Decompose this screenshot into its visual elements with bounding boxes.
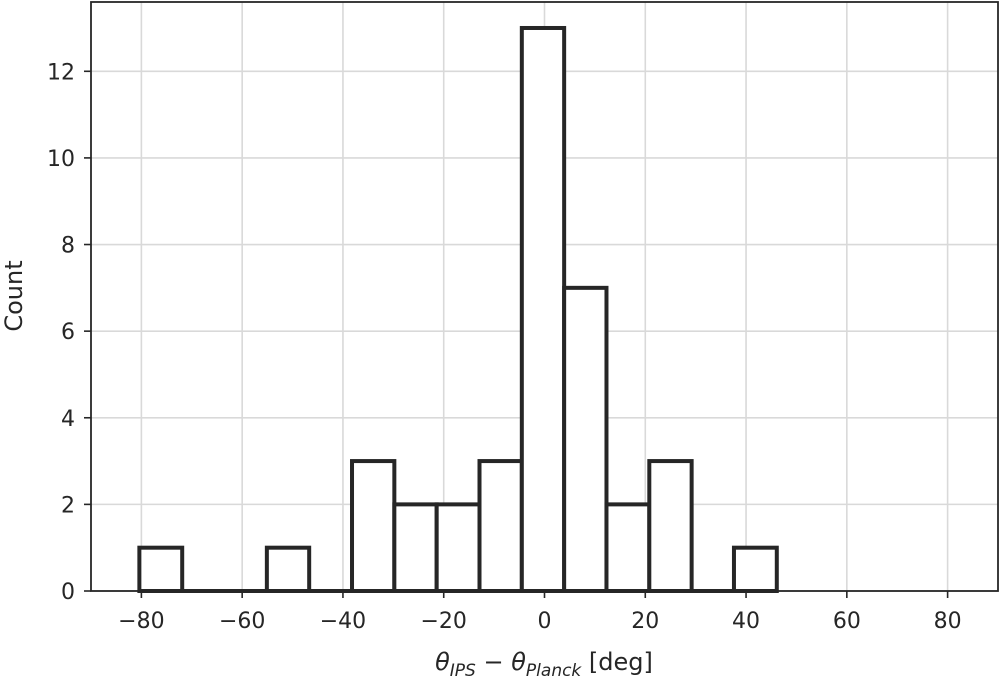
histogram-bar	[647, 459, 694, 593]
histogram-bar	[604, 502, 652, 593]
histogram-bar	[434, 502, 482, 593]
y-tick-label: 8	[61, 234, 75, 259]
x-tick-label: −40	[320, 609, 366, 634]
histogram-bar	[731, 545, 779, 593]
histogram-bar	[392, 502, 439, 593]
x-label-minus: −	[476, 648, 511, 676]
histogram-bar	[477, 459, 524, 593]
x-tick-label: 60	[833, 609, 861, 634]
x-tick-label: 0	[538, 609, 552, 634]
histogram-bar	[519, 25, 567, 594]
x-tick-label: −80	[118, 609, 164, 634]
x-tick-label: 40	[732, 609, 760, 634]
y-axis-label: Count	[0, 260, 28, 331]
y-tick-label: 4	[61, 407, 75, 432]
y-tick-label: 0	[61, 580, 75, 605]
histogram-bar	[562, 285, 609, 593]
histogram-bar	[350, 459, 397, 593]
x-tick-label: −60	[219, 609, 265, 634]
histogram-bar	[264, 545, 312, 593]
x-label-theta-1: θ	[435, 648, 450, 676]
x-tick-label: −20	[421, 609, 467, 634]
y-tick-label: 10	[47, 147, 75, 172]
y-axis-ticks: 0 2 4 6 8 10 12	[47, 60, 91, 605]
x-label-theta-2: θ	[511, 648, 526, 676]
x-label-sub-ips: IPS	[450, 661, 476, 681]
x-axis-label: θIPS − θPlanck [deg]	[435, 648, 653, 681]
histogram-bar	[137, 545, 185, 593]
histogram-bars	[137, 25, 779, 594]
x-label-sub-planck: Planck	[526, 661, 583, 681]
y-tick-label: 6	[61, 320, 75, 345]
x-tick-label: 20	[631, 609, 659, 634]
y-tick-label: 12	[47, 60, 75, 85]
x-axis-ticks: −80 −60 −40 −20 0 20 40 60 80	[118, 591, 962, 634]
x-label-unit: [deg]	[581, 648, 653, 676]
x-tick-label: 80	[934, 609, 962, 634]
y-tick-label: 2	[61, 493, 75, 518]
